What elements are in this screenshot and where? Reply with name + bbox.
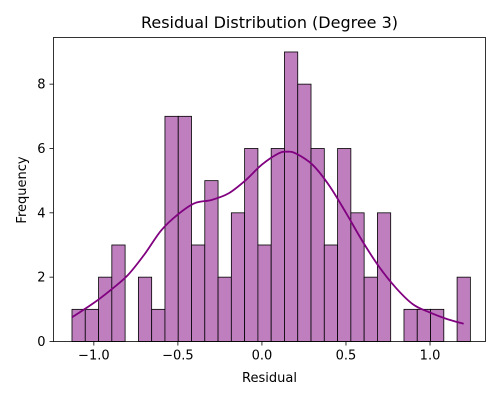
histogram-bar — [137, 276, 153, 342]
histogram-bar — [244, 148, 259, 342]
histogram-bar — [71, 308, 86, 342]
x-tick-label: 0.5 — [336, 349, 357, 364]
histogram-bar — [456, 276, 471, 342]
x-tick-label: −1.0 — [78, 349, 110, 364]
histogram-bar — [98, 276, 113, 342]
x-axis-ticks: −1.0 −0.5 0.0 0.5 1.0 — [78, 341, 441, 364]
y-tick-label: 4 — [37, 206, 45, 221]
y-tick-label: 2 — [37, 271, 45, 286]
x-tick-label: −0.5 — [162, 349, 194, 364]
y-tick-label: 0 — [37, 335, 45, 350]
x-axis-label: Residual — [242, 371, 297, 386]
histogram-bar — [230, 212, 246, 342]
histogram-bar — [177, 115, 192, 342]
histogram-bar — [297, 83, 312, 342]
histogram-bar — [270, 148, 285, 342]
y-tick-label: 8 — [37, 78, 45, 93]
histogram-bar — [416, 308, 431, 342]
histogram-bar — [84, 308, 99, 342]
y-tick-label: 6 — [37, 142, 45, 157]
histogram-bar — [151, 308, 166, 342]
histogram-bar — [323, 244, 338, 342]
histogram-bar — [217, 276, 232, 342]
histogram-bar — [377, 212, 392, 342]
y-axis-label: Frequency — [15, 156, 30, 223]
y-axis-ticks: 0 2 4 6 8 — [37, 78, 54, 350]
x-tick-label: 1.0 — [420, 349, 441, 364]
kde-curve — [71, 150, 464, 325]
histogram-bar — [257, 244, 272, 342]
histogram-bar — [164, 115, 179, 342]
histogram-bar — [284, 51, 299, 342]
chart-title: Residual Distribution (Degree 3) — [141, 13, 398, 32]
histogram-bar — [191, 244, 206, 342]
histogram-bar — [111, 244, 126, 342]
histogram-bar — [337, 148, 352, 342]
plot-frame — [53, 37, 486, 342]
x-tick-label: 0.0 — [252, 349, 273, 364]
histogram-bar — [204, 180, 219, 342]
histogram-bar — [363, 276, 378, 342]
histogram-bars — [71, 51, 471, 342]
histogram-bar — [403, 308, 418, 342]
